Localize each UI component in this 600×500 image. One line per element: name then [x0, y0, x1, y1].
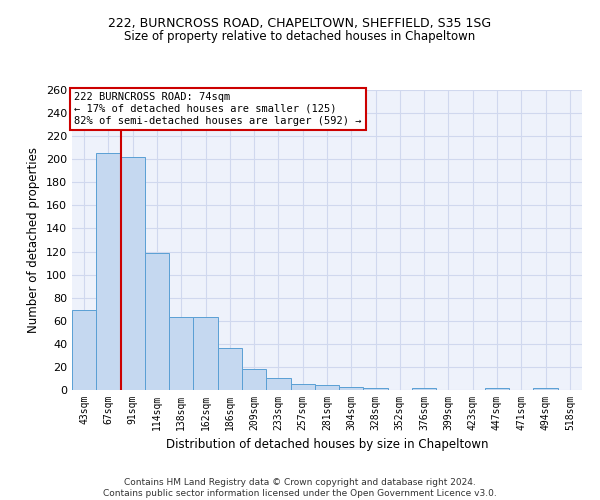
Text: Size of property relative to detached houses in Chapeltown: Size of property relative to detached ho…: [124, 30, 476, 43]
Bar: [218, 348, 242, 390]
Y-axis label: Number of detached properties: Number of detached properties: [28, 147, 40, 333]
Bar: [145, 252, 169, 390]
Bar: [169, 318, 193, 390]
X-axis label: Distribution of detached houses by size in Chapeltown: Distribution of detached houses by size …: [166, 438, 488, 452]
Bar: [315, 386, 339, 390]
Bar: [242, 369, 266, 390]
Text: Contains HM Land Registry data © Crown copyright and database right 2024.
Contai: Contains HM Land Registry data © Crown c…: [103, 478, 497, 498]
Bar: [96, 154, 121, 390]
Bar: [193, 318, 218, 390]
Bar: [121, 157, 145, 390]
Bar: [364, 388, 388, 390]
Bar: [412, 388, 436, 390]
Bar: [533, 388, 558, 390]
Bar: [485, 388, 509, 390]
Text: 222 BURNCROSS ROAD: 74sqm
← 17% of detached houses are smaller (125)
82% of semi: 222 BURNCROSS ROAD: 74sqm ← 17% of detac…: [74, 92, 362, 126]
Text: 222, BURNCROSS ROAD, CHAPELTOWN, SHEFFIELD, S35 1SG: 222, BURNCROSS ROAD, CHAPELTOWN, SHEFFIE…: [109, 18, 491, 30]
Bar: [72, 310, 96, 390]
Bar: [266, 378, 290, 390]
Bar: [290, 384, 315, 390]
Bar: [339, 386, 364, 390]
